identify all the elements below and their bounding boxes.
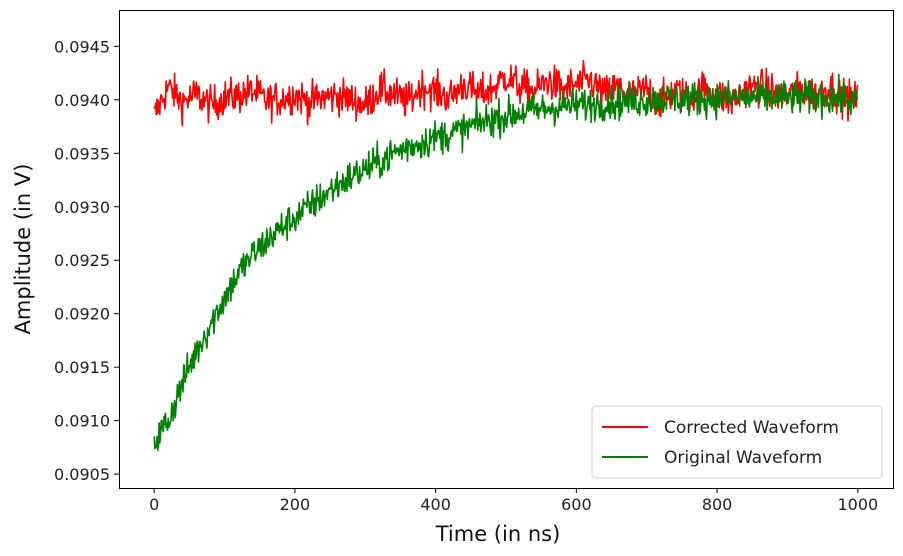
legend-box <box>591 405 883 479</box>
x-tick-label: 200 <box>280 495 311 514</box>
x-axis-title: Time (in ns) <box>435 522 561 546</box>
y-tick-label: 0.0930 <box>54 198 110 217</box>
x-tick-label: 800 <box>702 495 733 514</box>
plot-area <box>153 59 859 452</box>
y-tick-label: 0.0915 <box>54 358 110 377</box>
y-axis: 0.0905 0.0910 0.0915 0.0920 0.0925 0.0930 0.09… <box>54 37 119 484</box>
x-tick-label: 0 <box>149 495 159 514</box>
legend-label-corrected: Corrected Waveform <box>664 418 839 438</box>
y-tick-label: 0.0935 <box>54 144 110 163</box>
x-tick-label: 1000 <box>837 495 878 514</box>
x-tick-label: 600 <box>561 495 592 514</box>
x-tick-label: 400 <box>420 495 451 514</box>
y-tick-label: 0.0925 <box>54 251 110 270</box>
y-tick-label: 0.0910 <box>54 412 110 431</box>
original-waveform-line <box>153 73 859 452</box>
plot-frame <box>119 10 894 489</box>
y-tick-label: 0.0945 <box>54 37 110 56</box>
x-axis: 0 200 400 600 800 1000 <box>149 488 878 514</box>
legend: Corrected Waveform Original Waveform <box>591 405 883 479</box>
y-tick-label: 0.0920 <box>54 305 110 324</box>
y-tick-label: 0.0905 <box>54 465 110 484</box>
legend-label-original: Original Waveform <box>664 448 822 468</box>
y-tick-label: 0.0940 <box>54 91 110 110</box>
series-layer <box>153 59 859 452</box>
y-axis-title: Amplitude (in V) <box>11 164 35 335</box>
